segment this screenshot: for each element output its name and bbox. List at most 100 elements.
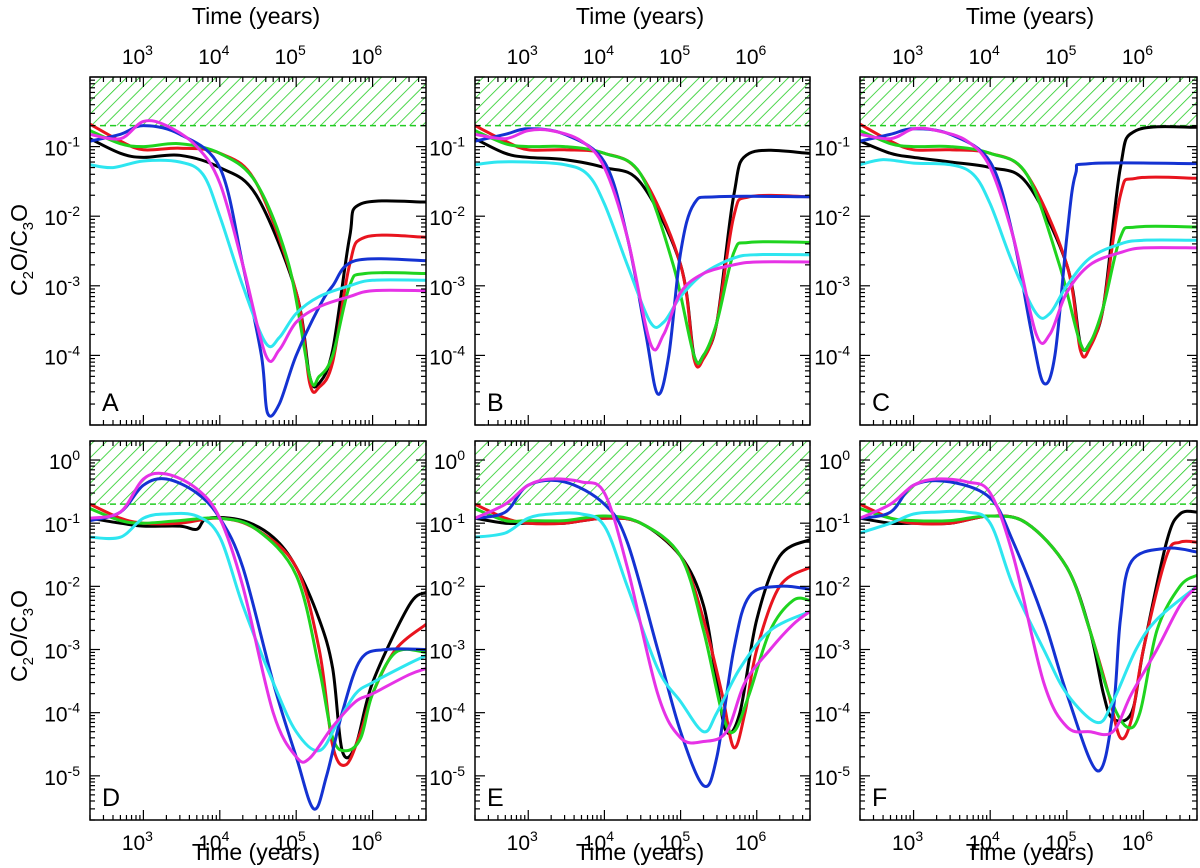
panel-c: 103 104 105 106 10-1 10-2 10-3 10-4 C	[814, 42, 1198, 426]
panel-letter: C	[872, 389, 890, 417]
y-tick-label: 10-3	[814, 637, 850, 664]
x-tick-label: 103	[507, 42, 538, 69]
series-line-magenta	[860, 126, 1197, 345]
y-tick-label: 10-1	[814, 510, 850, 537]
top-axis-title-3: Time (years)	[966, 3, 1094, 29]
y-tick-label: 10-4	[814, 700, 850, 727]
y-tick-label: 10-3	[429, 273, 465, 300]
series-line-blue	[860, 127, 1197, 386]
y-tick-label: 10-2	[44, 573, 80, 600]
panel-letter: B	[487, 389, 504, 417]
panel-letter: D	[102, 784, 120, 812]
y-tick-label: 10-2	[814, 573, 850, 600]
svg-text:C2O/C3O: C2O/C3O	[6, 590, 37, 682]
series-line-green	[860, 507, 1197, 730]
series-line-black	[475, 137, 810, 365]
panel-d: 103 104 105 106 100 10-1 10-2 10-3 10-4 10-5 D	[44, 440, 427, 855]
y-label-end: O	[6, 590, 32, 608]
hatched-region	[860, 77, 1197, 126]
series-line-magenta	[860, 477, 1197, 737]
y-tick-label: 10-5	[44, 763, 80, 790]
series-line-magenta	[475, 127, 810, 352]
y-tick-label: 10-4	[44, 700, 80, 727]
bottom-axis-title-2: Time (years)	[576, 839, 704, 865]
y-tick-label: 10-2	[429, 203, 465, 230]
hatched-region	[475, 441, 810, 505]
hatched-region	[475, 77, 810, 126]
x-tick-label: 103	[122, 828, 153, 855]
x-tick-label: 106	[351, 828, 382, 855]
series-line-blue	[475, 127, 810, 396]
y-tick-label: 10-2	[814, 203, 850, 230]
y-label-mid: O/C	[6, 616, 32, 657]
series-line-red	[90, 502, 426, 767]
x-tick-label: 104	[583, 42, 614, 69]
series-line-cyan	[475, 511, 810, 734]
plot-frame	[89, 76, 427, 426]
y-axis-title-bottom: C2O/C3O	[6, 590, 37, 682]
series-line-red	[475, 502, 810, 750]
y-tick-label: 10-1	[814, 134, 850, 161]
x-tick-label: 105	[659, 828, 690, 855]
series-line-magenta	[90, 119, 426, 363]
y-tick-label: 10-5	[814, 763, 850, 790]
hatched-region	[90, 441, 426, 505]
y-label-c1: C	[6, 279, 32, 296]
x-tick-label: 104	[198, 828, 229, 855]
x-tick-label: 103	[892, 42, 923, 69]
y-tick-label: 10-2	[429, 573, 465, 600]
series-line-cyan	[90, 511, 426, 753]
y-label-c1: C	[6, 665, 32, 682]
x-tick-label: 105	[1045, 42, 1076, 69]
x-tick-label: 105	[275, 42, 306, 69]
plot-frame	[474, 76, 811, 426]
y-label-sub1: 2	[20, 657, 37, 665]
x-tick-label: 106	[1122, 42, 1153, 69]
panel-letter: A	[102, 389, 119, 417]
y-tick-label: 10-3	[429, 637, 465, 664]
bottom-axis-title-1: Time (years)	[192, 839, 320, 865]
y-tick-label: 10-1	[44, 510, 80, 537]
panel-a: 103 104 105 106 10-1 10-2 10-3 10-4 A	[44, 42, 427, 426]
y-tick-label: 100	[819, 447, 850, 474]
series-line-blue	[90, 124, 426, 418]
series-line-magenta	[90, 471, 426, 764]
y-label-sub2: 3	[20, 608, 37, 616]
y-tick-label: 10-4	[429, 700, 465, 727]
y-label-mid: O/C	[6, 230, 32, 271]
y-tick-label: 10-1	[429, 134, 465, 161]
y-label-end: O	[6, 204, 32, 222]
series-line-magenta	[475, 477, 810, 745]
series-line-black	[90, 137, 426, 389]
panel-b: 103 104 105 106 10-1 10-2 10-3 10-4 B	[429, 42, 811, 426]
panel-letter: F	[872, 784, 887, 812]
y-tick-label: 10-5	[429, 763, 465, 790]
panel-f: 103 104 105 106 100 10-1 10-2 10-3 10-4 10-5 F	[814, 440, 1198, 855]
hatched-region	[860, 441, 1197, 505]
y-tick-label: 10-2	[44, 203, 80, 230]
y-tick-label: 10-4	[429, 342, 465, 369]
y-tick-label: 100	[49, 447, 80, 474]
y-tick-label: 100	[434, 447, 465, 474]
svg-text:C2O/C3O: C2O/C3O	[6, 204, 37, 296]
y-axis-title-top: C2O/C3O	[6, 204, 37, 296]
x-tick-label: 103	[507, 828, 538, 855]
top-axis-title-2: Time (years)	[576, 3, 704, 29]
y-tick-label: 10-3	[44, 637, 80, 664]
y-label-sub1: 2	[20, 271, 37, 279]
x-tick-label: 105	[1045, 828, 1076, 855]
x-tick-label: 106	[1122, 828, 1153, 855]
y-label-sub2: 3	[20, 222, 37, 230]
x-tick-label: 103	[122, 42, 153, 69]
y-tick-label: 10-3	[814, 273, 850, 300]
top-axis-title-1: Time (years)	[192, 3, 320, 29]
series-line-green	[475, 507, 810, 734]
x-tick-label: 103	[892, 828, 923, 855]
x-tick-label: 104	[969, 42, 1000, 69]
bottom-axis-title-3: Time (years)	[966, 839, 1094, 865]
panel-letter: E	[487, 784, 504, 812]
x-tick-label: 106	[735, 42, 766, 69]
x-tick-label: 106	[735, 828, 766, 855]
y-tick-label: 10-1	[429, 510, 465, 537]
